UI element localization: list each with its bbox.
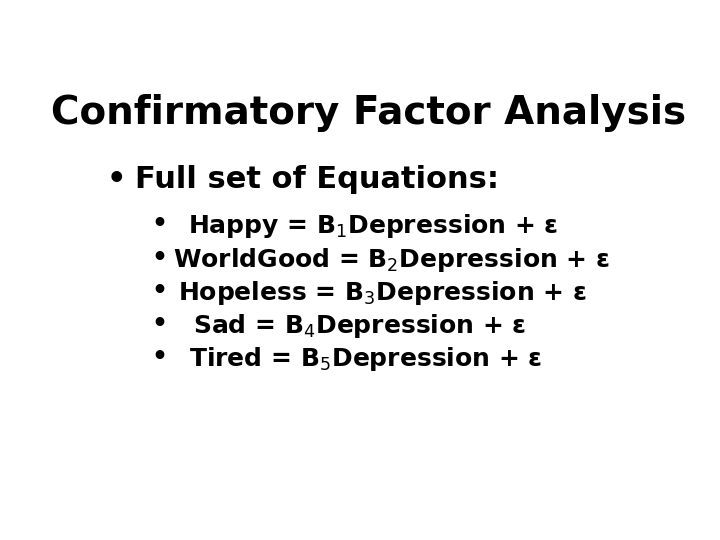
Text: Tired = B$_5$Depression + ε: Tired = B$_5$Depression + ε [189,346,543,374]
Text: •: • [151,346,167,369]
Text: •: • [151,246,167,269]
Text: Confirmatory Factor Analysis: Confirmatory Factor Analysis [51,94,687,132]
Text: •: • [107,165,126,194]
Text: •: • [151,312,167,336]
Text: •: • [151,212,167,237]
Text: WorldGood = B$_2$Depression + ε: WorldGood = B$_2$Depression + ε [173,246,609,274]
Text: Hopeless = B$_3$Depression + ε: Hopeless = B$_3$Depression + ε [178,279,587,307]
Text: Happy = B$_1$Depression + ε: Happy = B$_1$Depression + ε [188,212,558,240]
Text: •: • [151,279,167,303]
Text: Full set of Equations:: Full set of Equations: [135,165,499,194]
Text: Sad = B$_4$Depression + ε: Sad = B$_4$Depression + ε [193,312,526,340]
